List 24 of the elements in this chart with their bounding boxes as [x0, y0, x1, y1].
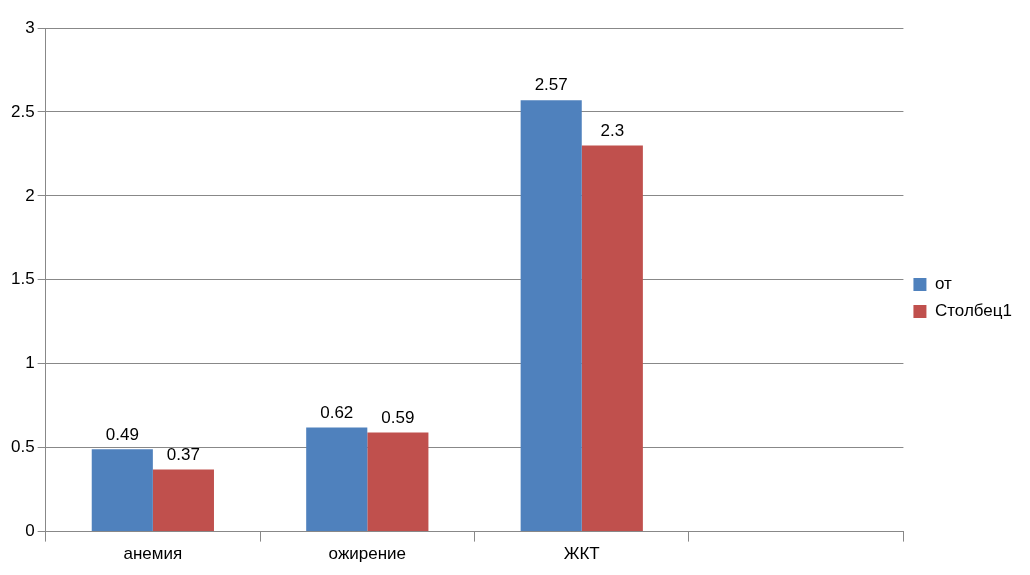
data-label: 0.37: [166, 444, 200, 464]
legend-label: Столбец1: [934, 301, 1013, 321]
bar: [306, 427, 368, 532]
bar: [152, 469, 214, 532]
data-label: 0.59: [381, 407, 415, 427]
x-tick-label: ожирение: [328, 544, 406, 564]
bar: [367, 432, 429, 532]
data-label: 0.62: [320, 402, 354, 422]
y-tick-label: 3: [25, 17, 35, 37]
x-tick-label: ЖКТ: [563, 544, 600, 564]
y-tick-label: 2: [25, 185, 35, 205]
bar: [520, 100, 582, 532]
legend-label: от: [934, 274, 953, 294]
bar: [91, 449, 153, 532]
x-tick-label: анемия: [123, 544, 183, 564]
y-tick-label: 0.5: [10, 437, 35, 457]
y-tick-label: 1: [25, 353, 35, 373]
data-label: 2.3: [600, 120, 625, 140]
data-label: 2.57: [534, 75, 568, 95]
y-tick-label: 0: [25, 521, 35, 541]
data-label: 0.49: [105, 424, 139, 444]
y-tick-label: 1.5: [10, 269, 35, 289]
y-tick-label: 2.5: [10, 101, 35, 121]
bar: [581, 145, 643, 532]
